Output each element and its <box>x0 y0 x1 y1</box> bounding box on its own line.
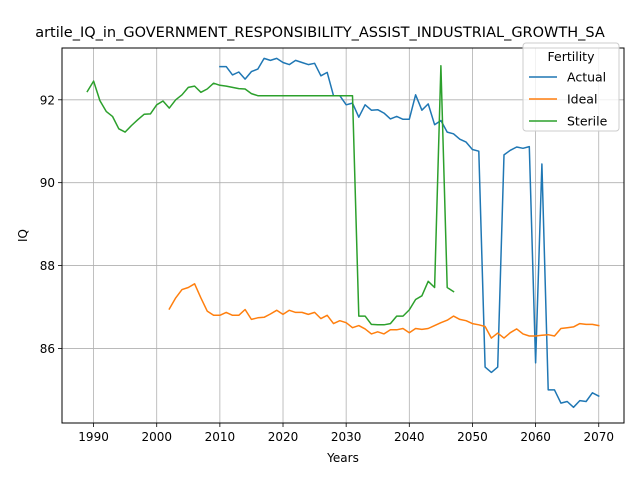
series-line-actual <box>219 57 600 409</box>
legend-label-actual: Actual <box>567 70 606 85</box>
legend-items: Actual Ideal Sterile <box>529 70 608 129</box>
x-tick-label: 2010 <box>205 430 236 444</box>
series-line-ideal <box>168 283 600 339</box>
x-tick-label: 2070 <box>583 430 614 444</box>
x-tick-label: 2020 <box>268 430 299 444</box>
legend-title: Fertility <box>548 49 596 64</box>
y-tick-label: 90 <box>40 176 55 190</box>
x-tick-label: 1990 <box>78 430 109 444</box>
x-tick-label: 2060 <box>520 430 551 444</box>
x-axis-ticks: 1990 2000 2010 2020 2030 2040 2050 2060 2070 <box>78 423 614 444</box>
legend-label-ideal: Ideal <box>567 92 597 107</box>
legend: Fertility Actual Ideal Sterile <box>522 42 620 132</box>
legend-label-sterile: Sterile <box>567 114 608 129</box>
legend-box <box>522 42 620 132</box>
chart-title: artile_IQ_in_GOVERNMENT_RESPONSIBILITY_A… <box>35 25 605 41</box>
y-axis-ticks: 86 88 90 92 <box>40 93 62 356</box>
series-lines <box>86 57 600 409</box>
y-axis-label: IQ <box>16 229 30 242</box>
x-tick-label: 2040 <box>394 430 425 444</box>
y-tick-label: 92 <box>40 93 55 107</box>
x-tick-label: 2030 <box>331 430 362 444</box>
x-tick-label: 2050 <box>457 430 488 444</box>
x-axis-label: Years <box>326 451 359 465</box>
x-tick-label: 2000 <box>141 430 172 444</box>
series-line-sterile <box>86 65 455 326</box>
y-tick-label: 86 <box>40 342 55 356</box>
y-tick-label: 88 <box>40 259 55 273</box>
plot-frame <box>61 47 625 424</box>
